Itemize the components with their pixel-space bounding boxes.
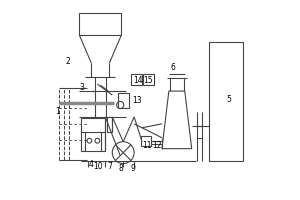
Bar [80,13,121,35]
Text: 10: 10 [94,162,103,171]
Text: 15: 15 [143,76,153,85]
Text: 2: 2 [65,57,70,66]
Bar [107,117,112,132]
Text: 14: 14 [133,76,143,85]
Bar [143,74,154,85]
Text: 11: 11 [142,141,152,150]
Text: 1: 1 [55,107,60,116]
Bar [208,42,243,161]
Text: 7: 7 [107,162,112,171]
Text: 9: 9 [131,164,136,173]
Text: 3: 3 [79,83,84,92]
Bar [118,93,129,108]
Bar [82,118,105,151]
Bar [131,74,142,85]
Text: 5: 5 [226,95,231,104]
Text: 12: 12 [152,141,162,150]
Bar [141,136,151,146]
Text: 13: 13 [132,96,142,105]
Text: 8: 8 [119,164,124,173]
Text: 6: 6 [170,63,175,72]
Text: 4: 4 [89,160,94,169]
